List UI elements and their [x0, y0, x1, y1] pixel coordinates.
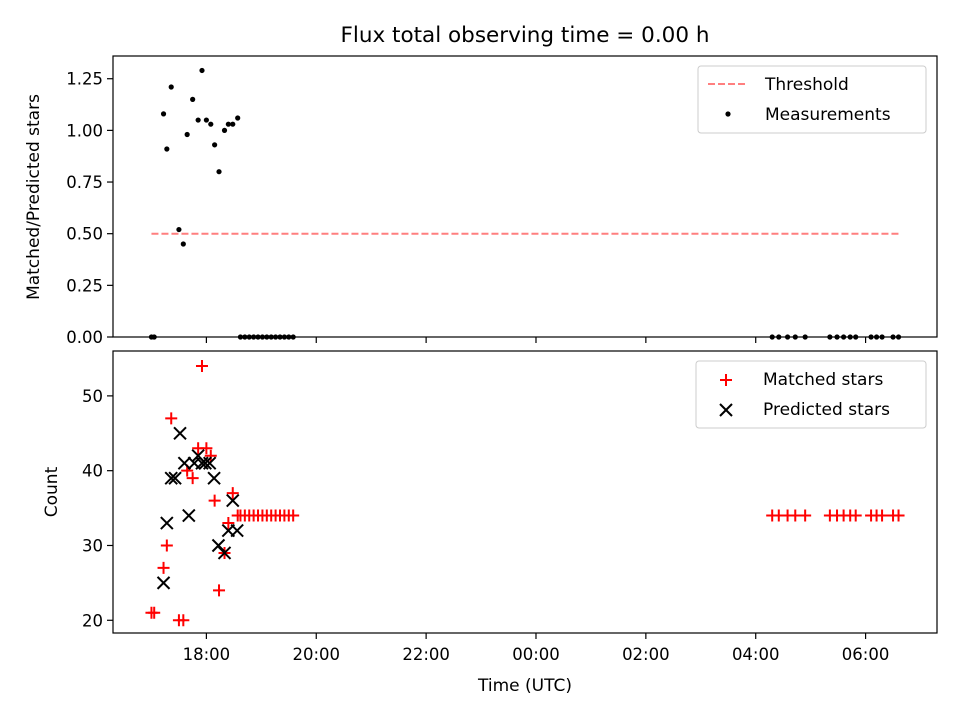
measurement-point	[164, 146, 170, 152]
measurement-point	[212, 142, 218, 148]
matched-star-point	[204, 449, 217, 462]
measurement-point	[235, 115, 241, 121]
matched-star-point	[177, 614, 190, 627]
matched-star-point	[186, 472, 199, 485]
measurement-point	[199, 67, 205, 74]
measurement-point	[225, 121, 231, 127]
matched-star-point	[226, 487, 239, 500]
bottom-plot-area: 20 30 40 50 18:00 20:00 22:00 00:00 02:00 04:00 06…	[82, 359, 905, 664]
bottom-x-tick-label: 06:00	[842, 645, 890, 664]
matched-star-point	[160, 539, 173, 552]
top-chart-title: Flux total observing time = 0.00 h	[341, 23, 710, 48]
bottom-x-tick-label: 22:00	[402, 645, 450, 664]
bottom-x-tick-label: 02:00	[622, 645, 670, 664]
bottom-y-tick-label: 40	[82, 462, 103, 481]
top-axes-frame	[112, 55, 938, 338]
matched-star-point	[222, 517, 235, 530]
measurement-point	[230, 121, 236, 127]
predicted-star-point	[217, 546, 232, 560]
matched-star-point	[876, 509, 889, 522]
predicted-star-point	[156, 576, 171, 590]
legend-measurements-swatch	[725, 111, 731, 117]
top-legend: Threshold Measurements	[697, 65, 927, 134]
matched-star-point	[157, 561, 170, 574]
matched-star-point	[892, 509, 905, 522]
top-y-tick-label: 0.25	[66, 276, 103, 295]
predicted-star-point	[226, 493, 240, 508]
measurement-point	[195, 117, 201, 123]
predicted-star-point	[168, 471, 182, 485]
measurement-point	[184, 131, 190, 138]
bottom-y-axis-label: Count	[42, 466, 62, 517]
top-plot-area: 0.00 0.25 0.50 0.75 1.00 1.25	[66, 67, 902, 347]
measurement-point	[190, 96, 196, 102]
bottom-y-tick-label: 50	[82, 387, 103, 406]
predicted-star-point	[198, 456, 212, 470]
legend-matched-label: Matched stars	[763, 370, 883, 390]
predicted-star-point	[230, 523, 244, 538]
matched-star-point	[213, 584, 226, 597]
top-y-axis-label: Matched/Predicted stars	[24, 94, 44, 300]
top-y-tick-label: 0.50	[66, 225, 103, 244]
matched-star-point	[208, 494, 221, 507]
top-y-tick-label: 0.00	[66, 328, 103, 347]
bottom-legend-box	[695, 360, 927, 429]
top-legend-box	[697, 65, 927, 134]
measurement-point	[216, 169, 222, 175]
predicted-star-point	[164, 471, 178, 485]
bottom-axes-frame	[112, 350, 938, 634]
top-y-tick-label: 0.75	[66, 173, 103, 192]
legend-predicted-label: Predicted stars	[763, 400, 890, 420]
bottom-y-tick-label: 30	[82, 536, 103, 555]
predicted-star-point	[177, 456, 192, 470]
legend-measurements-label: Measurements	[765, 105, 891, 125]
predicted-star-point	[182, 508, 196, 523]
measurement-point	[208, 121, 214, 127]
bottom-x-axis-label: Time (UTC)	[477, 676, 572, 696]
bottom-y-tick-label: 20	[82, 611, 103, 630]
matched-star-point	[148, 606, 161, 619]
predicted-star-point	[160, 516, 174, 530]
bottom-x-tick-label: 00:00	[512, 645, 560, 664]
bottom-x-tick-label: 18:00	[183, 645, 231, 664]
measurement-point	[203, 117, 209, 123]
predicted-star-point	[211, 538, 226, 553]
matched-star-point	[287, 509, 300, 522]
measurement-point	[176, 226, 182, 233]
matched-star-point	[165, 412, 178, 425]
bottom-x-tick-label: 04:00	[732, 645, 780, 664]
predicted-star-point	[202, 456, 217, 470]
predicted-star-point	[207, 471, 221, 485]
matched-star-point	[849, 509, 862, 522]
matched-star-point	[799, 509, 812, 522]
top-y-tick-label: 1.25	[66, 70, 103, 89]
matched-star-point	[195, 359, 208, 372]
legend-matched-swatch	[720, 374, 732, 386]
legend-threshold-label: Threshold	[764, 75, 849, 95]
predicted-star-point	[173, 426, 187, 440]
bottom-x-tick-label: 20:00	[292, 645, 340, 664]
measurement-point	[168, 84, 174, 90]
legend-predicted-swatch	[719, 403, 733, 417]
measurement-point	[180, 241, 186, 247]
measurement-point	[221, 127, 228, 133]
top-y-tick-label: 1.00	[66, 121, 103, 140]
measurement-point	[160, 111, 167, 117]
bottom-legend: Matched stars Predicted stars	[695, 360, 927, 429]
matched-star-point	[200, 442, 213, 455]
